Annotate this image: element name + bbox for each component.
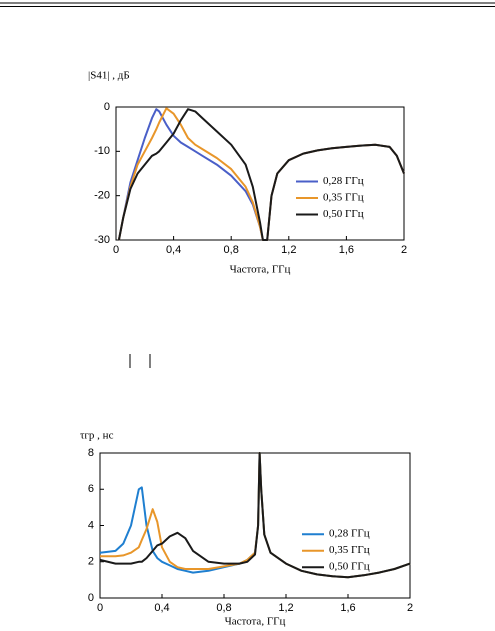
y-tick-label: 2 bbox=[88, 556, 94, 568]
x-tick-label: 1,6 bbox=[339, 244, 354, 256]
series-line bbox=[117, 108, 405, 241]
x-tick-label: 1,6 bbox=[340, 602, 355, 614]
y-tick-label: 0 bbox=[104, 101, 110, 113]
x-axis-label: Частота, ГГц bbox=[230, 264, 291, 276]
x-tick-label: 0 bbox=[113, 244, 119, 256]
y-tick-label: 6 bbox=[88, 483, 94, 495]
x-tick-label: 0,4 bbox=[166, 244, 181, 256]
x-tick-label: 0,8 bbox=[216, 602, 231, 614]
x-tick-label: 2 bbox=[407, 602, 413, 614]
x-tick-label: 1,2 bbox=[281, 244, 296, 256]
x-tick-label: 2 bbox=[401, 244, 407, 256]
legend-label: 0,28 ГГц bbox=[329, 528, 370, 540]
legend-label: 0,50 ГГц bbox=[329, 561, 370, 573]
y-tick-label: -30 bbox=[94, 234, 110, 246]
legend-label: 0,35 ГГц bbox=[329, 544, 370, 556]
legend-label: 0,50 ГГц bbox=[323, 208, 364, 220]
x-tick-label: 1,2 bbox=[278, 602, 293, 614]
legend-label: 0,35 ГГц bbox=[323, 192, 364, 204]
y-axis-label: |S41| , дБ bbox=[88, 70, 130, 82]
legend-label: 0,28 ГГц bbox=[323, 175, 364, 187]
y-tick-label: 4 bbox=[88, 519, 94, 531]
x-axis-label: Частота, ГГц bbox=[225, 616, 286, 628]
series-line bbox=[99, 452, 411, 579]
y-tick-label: -10 bbox=[94, 145, 110, 157]
y-axis-label: τгр , нс bbox=[80, 430, 114, 442]
x-tick-label: 0 bbox=[97, 602, 103, 614]
x-tick-label: 0,4 bbox=[154, 602, 169, 614]
x-tick-label: 0,8 bbox=[224, 244, 239, 256]
y-tick-label: 8 bbox=[88, 447, 94, 459]
y-tick-label: 0 bbox=[88, 592, 94, 604]
y-tick-label: -20 bbox=[94, 190, 110, 202]
